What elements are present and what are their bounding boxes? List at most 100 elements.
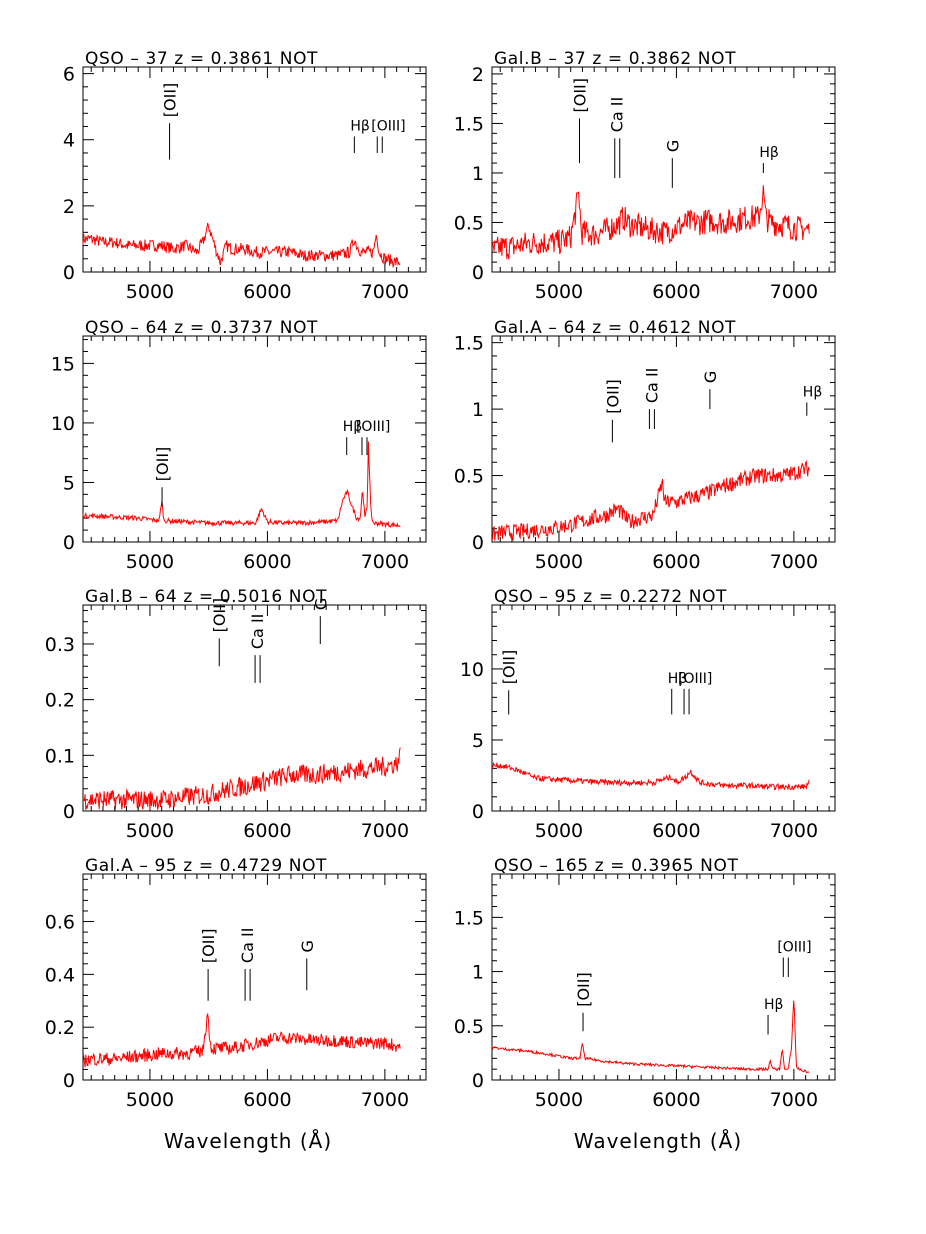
spectrum-panel-8: QSO – 165 z = 0.3965 NOT 5000 6000 7000 0 0.5… <box>454 856 836 1111</box>
spectrum-panel-6: QSO – 95 z = 0.2272 NOT 5000 6000 7000 0 5 10 [… <box>460 587 836 842</box>
line-label: Ca II <box>248 614 267 650</box>
panel-title: QSO – 95 z = 0.2272 NOT <box>494 587 727 607</box>
line-label: Hβ <box>350 118 369 134</box>
y-tick-label: 10 <box>51 413 75 435</box>
panel-title: Gal.A – 64 z = 0.4612 NOT <box>494 318 736 338</box>
y-tick-label: 4 <box>63 130 75 152</box>
spectrum-line <box>491 1000 810 1074</box>
x-tick-label: 6000 <box>243 551 291 573</box>
line-label: [OII] <box>199 929 218 964</box>
x-tick-label: 7000 <box>770 551 818 573</box>
spectrum-line <box>82 1012 401 1068</box>
line-label: [OII] <box>500 650 519 685</box>
x-tick-label: 6000 <box>652 281 700 303</box>
y-tick-label: 0 <box>63 801 75 823</box>
y-tick-label: 0 <box>63 1070 75 1092</box>
y-tick-label: 1 <box>472 399 484 421</box>
panel-title: QSO – 37 z = 0.3861 NOT <box>85 49 318 69</box>
spectrum-line <box>491 459 810 542</box>
y-tick-label: 0.5 <box>454 466 484 488</box>
y-tick-label: 1 <box>472 962 484 984</box>
x-tick-label: 5000 <box>535 551 583 573</box>
x-tick-label: 5000 <box>535 281 583 303</box>
plot-frame <box>82 66 427 273</box>
line-label: Hβ <box>764 997 783 1013</box>
y-tick-label: 0.5 <box>454 1016 484 1038</box>
y-tick-label: 0 <box>472 262 484 284</box>
line-label: Hβ <box>759 145 778 161</box>
x-tick-label: 5000 <box>126 281 174 303</box>
y-tick-label: 0 <box>63 262 75 284</box>
x-tick-label: 6000 <box>652 551 700 573</box>
x-tick-label: 6000 <box>243 820 291 842</box>
line-label: [OII] <box>571 78 590 113</box>
x-tick-label: 7000 <box>770 1089 818 1111</box>
y-tick-label: 1.5 <box>454 907 484 929</box>
line-label: Hβ <box>803 384 822 400</box>
panel-title: Gal.B – 64 z = 0.5016 NOT <box>85 587 327 607</box>
y-tick-label: 0 <box>472 532 484 554</box>
x-tick-label: 7000 <box>361 281 409 303</box>
panel-title: Gal.B – 37 z = 0.3862 NOT <box>494 49 736 69</box>
x-tick-label: 6000 <box>652 820 700 842</box>
y-tick-label: 0.5 <box>454 212 484 234</box>
x-tick-label: 6000 <box>652 1089 700 1111</box>
y-tick-label: 5 <box>63 472 75 494</box>
line-label: Hβ <box>668 671 687 687</box>
spectrum-line <box>82 222 401 269</box>
spectrum-line <box>82 747 401 810</box>
y-tick-label: 0.4 <box>45 964 75 986</box>
y-tick-label: 2 <box>63 196 75 218</box>
line-label: G <box>311 598 330 610</box>
x-tick-label: 7000 <box>361 1089 409 1111</box>
line-label: Ca II <box>608 97 627 133</box>
spectrum-panel-2: Gal.B – 37 z = 0.3862 NOT 5000 6000 7000 0 0.… <box>454 49 836 303</box>
x-axis-label-right: Wavelength (Å) <box>574 1129 742 1153</box>
spectrum-line <box>491 185 810 260</box>
spectrum-panel-3: QSO – 64 z = 0.3737 NOT 5000 6000 7000 0 5 10 1… <box>51 318 427 573</box>
spectrum-line <box>491 762 810 792</box>
y-tick-label: 0.2 <box>45 1017 75 1039</box>
line-label: Ca II <box>238 928 257 964</box>
plot-frame <box>82 873 427 1081</box>
y-tick-label: 5 <box>472 730 484 752</box>
y-tick-label: 2 <box>472 64 484 86</box>
y-tick-label: 1.5 <box>454 333 484 355</box>
plot-frame <box>491 66 836 273</box>
panel-title: QSO – 165 z = 0.3965 NOT <box>494 856 738 876</box>
y-tick-label: 0 <box>63 532 75 554</box>
spectrum-panel-5: Gal.B – 64 z = 0.5016 NOT 5000 6000 7000 0 0.… <box>45 587 427 842</box>
panel-title: QSO – 64 z = 0.3737 NOT <box>85 318 318 338</box>
line-label: [OII] <box>603 379 622 414</box>
panel-title: Gal.A – 95 z = 0.4729 NOT <box>85 856 327 876</box>
x-tick-label: 5000 <box>126 820 174 842</box>
plot-frame <box>491 335 836 543</box>
x-tick-label: 5000 <box>126 1089 174 1111</box>
spectrum-panel-1: QSO – 37 z = 0.3861 NOT 5000 6000 7000 0 2 4 6 [… <box>63 49 427 303</box>
y-tick-label: 0.1 <box>45 745 75 767</box>
x-tick-label: 7000 <box>361 551 409 573</box>
x-tick-label: 5000 <box>535 1089 583 1111</box>
line-label: [OIII] <box>356 419 390 435</box>
line-label: [OII] <box>210 598 229 633</box>
x-tick-label: 7000 <box>770 820 818 842</box>
y-tick-label: 10 <box>460 659 484 681</box>
plot-frame <box>82 335 427 543</box>
y-tick-label: 0 <box>472 1070 484 1092</box>
x-tick-label: 6000 <box>243 1089 291 1111</box>
y-tick-label: 0.3 <box>45 634 75 656</box>
x-tick-label: 5000 <box>535 820 583 842</box>
spectrum-line <box>82 441 401 529</box>
plot-frame <box>491 873 836 1081</box>
x-tick-label: 7000 <box>770 281 818 303</box>
line-label: Hβ <box>343 419 362 435</box>
y-tick-label: 1.5 <box>454 113 484 135</box>
line-label: [OIII] <box>777 939 811 955</box>
y-tick-label: 0.6 <box>45 912 75 934</box>
x-axis-label-left: Wavelength (Å) <box>164 1129 332 1153</box>
line-label: [OIII] <box>371 118 405 134</box>
plot-frame <box>491 604 836 812</box>
line-label: G <box>663 140 682 152</box>
